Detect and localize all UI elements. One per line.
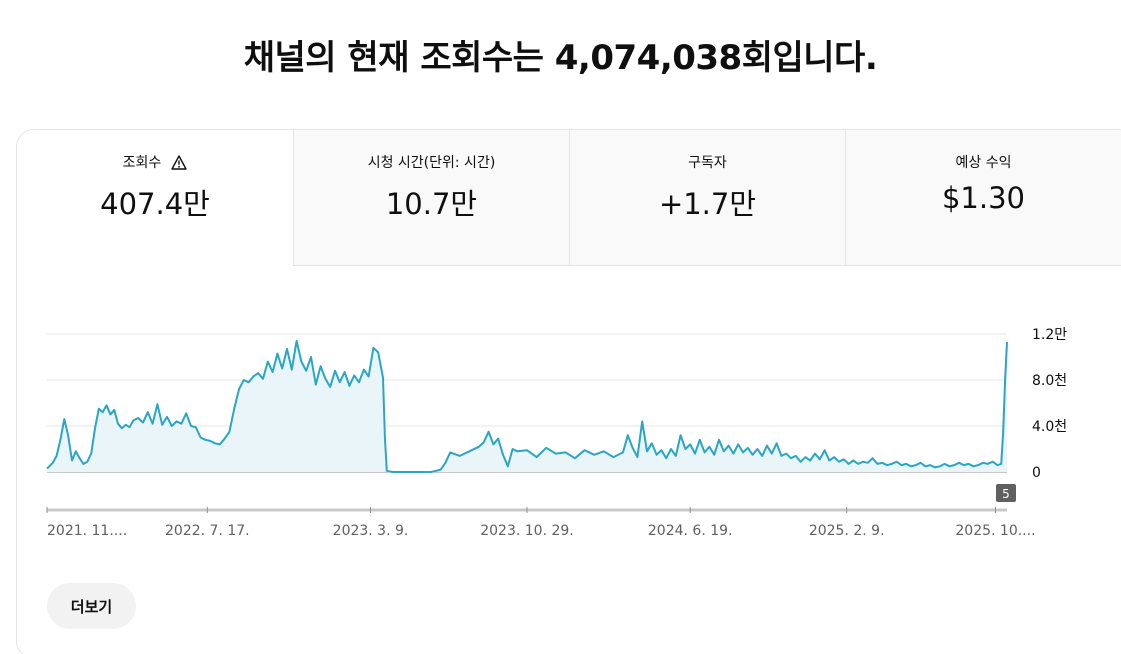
x-tick-label: 2025. 2. 9. — [809, 523, 885, 539]
y-tick-label: 8.0천 — [1032, 373, 1067, 389]
more-button[interactable]: 더보기 — [47, 583, 136, 629]
tab-watch-time[interactable]: 시청 시간(단위: 시간) 10.7만 — [293, 130, 569, 266]
x-tick-label: 2021. 11.... — [47, 523, 127, 539]
tab-views-label: 조회수 — [122, 155, 162, 171]
marker-badge — [996, 484, 1016, 502]
tab-watch-time-label: 시청 시간(단위: 시간) — [367, 155, 496, 171]
page-title: 채널의 현재 조회수는 4,074,038회입니다. — [243, 38, 878, 78]
x-tick-label: 2022. 7. 17. — [165, 523, 250, 539]
tab-revenue-label: 예상 수익 — [955, 155, 1012, 171]
y-tick-label: 0 — [1032, 465, 1041, 481]
y-tick-label: 1.2만 — [1032, 327, 1067, 343]
analytics-card: 조회수 407.4만 시청 시간(단위: 시간) 10.7만 구독자 +1.7만… — [16, 129, 1121, 654]
tab-revenue-value: $1.30 — [941, 181, 1026, 215]
tab-subscribers-value: +1.7만 — [658, 187, 757, 221]
series-line — [46, 339, 1008, 473]
tab-revenue[interactable]: 예상 수익 $1.30 — [845, 130, 1121, 266]
metric-tabs: 조회수 407.4만 시청 시간(단위: 시간) 10.7만 구독자 +1.7만… — [17, 130, 1121, 266]
views-chart[interactable]: 0 4.0천 8.0천 1.2만 5 2021. 11.... 2022. 7. 17. 20… — [17, 310, 1121, 550]
y-tick-label: 4.0천 — [1032, 419, 1067, 435]
tab-subscribers-label: 구독자 — [688, 155, 727, 171]
x-tick-label: 2023. 10. 29. — [480, 523, 574, 539]
tab-views-value: 407.4만 — [100, 187, 210, 221]
x-tick-label: 2025. 10.... — [955, 523, 1035, 539]
warning-icon[interactable] — [171, 154, 188, 170]
series-area — [47, 340, 1007, 472]
tab-views[interactable]: 조회수 407.4만 — [17, 130, 293, 266]
marker-label: 5 — [1002, 487, 1010, 501]
tab-watch-time-value: 10.7만 — [385, 187, 478, 221]
x-tick-label: 2024. 6. 19. — [648, 523, 733, 539]
x-tick-label: 2023. 3. 9. — [333, 523, 409, 539]
tab-subscribers[interactable]: 구독자 +1.7만 — [569, 130, 845, 266]
